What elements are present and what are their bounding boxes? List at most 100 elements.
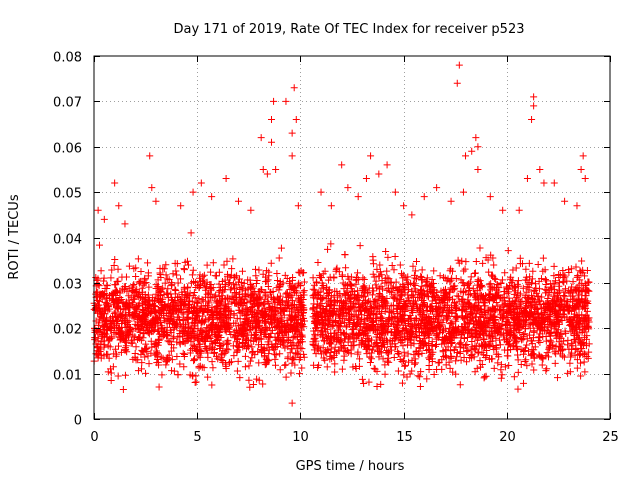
data-point — [565, 269, 573, 277]
data-point — [95, 241, 103, 249]
data-point — [152, 347, 160, 355]
data-point — [400, 316, 408, 324]
plot-frame — [93, 55, 611, 420]
data-point — [264, 357, 272, 365]
data-point — [114, 304, 122, 312]
data-point — [545, 286, 553, 294]
data-point — [584, 316, 592, 324]
data-point — [309, 306, 317, 314]
data-point — [540, 317, 548, 325]
data-point — [102, 330, 110, 338]
data-point — [386, 306, 394, 314]
data-point — [408, 367, 416, 375]
data-point — [526, 331, 534, 339]
data-point — [102, 301, 110, 309]
data-point — [460, 344, 468, 352]
data-point — [407, 341, 415, 349]
data-point — [431, 296, 439, 304]
data-point — [331, 360, 339, 368]
data-point — [127, 327, 135, 335]
data-point — [99, 317, 107, 325]
data-point — [394, 367, 402, 375]
data-point — [447, 197, 455, 205]
data-point — [157, 287, 165, 295]
data-point — [505, 294, 513, 302]
data-point — [387, 288, 395, 296]
data-point — [417, 368, 425, 376]
y-axis-label: ROTI / TECUs — [7, 194, 22, 279]
data-point — [430, 326, 438, 334]
data-point — [234, 343, 242, 351]
data-point — [401, 361, 409, 369]
data-point — [288, 152, 296, 160]
data-point — [344, 282, 352, 290]
data-point — [252, 272, 260, 280]
data-point — [582, 297, 590, 305]
data-point — [262, 278, 270, 286]
data-point — [466, 330, 474, 338]
data-point — [396, 310, 404, 318]
data-point — [473, 364, 481, 372]
data-point — [230, 352, 238, 360]
data-point — [289, 273, 297, 281]
data-point — [196, 353, 204, 361]
data-point — [317, 350, 325, 358]
data-point — [335, 268, 343, 276]
data-point — [362, 175, 370, 183]
data-point — [366, 314, 374, 322]
data-point — [289, 356, 297, 364]
data-point — [246, 326, 254, 334]
data-point — [112, 330, 120, 338]
data-point — [391, 188, 399, 196]
data-point — [192, 283, 200, 291]
data-point — [180, 266, 188, 274]
data-point — [288, 129, 296, 137]
data-point — [141, 290, 149, 298]
data-point — [230, 311, 238, 319]
data-point — [176, 360, 184, 368]
data-point — [355, 330, 363, 338]
data-point — [447, 265, 455, 273]
data-point — [245, 308, 253, 316]
data-point — [450, 346, 458, 354]
data-point — [492, 345, 500, 353]
data-point — [284, 353, 292, 361]
data-point — [227, 330, 235, 338]
data-point — [112, 352, 120, 360]
data-point — [262, 333, 270, 341]
data-point — [121, 346, 129, 354]
data-point — [508, 279, 516, 287]
data-point — [486, 193, 494, 201]
data-point — [426, 282, 434, 290]
data-point — [233, 272, 241, 280]
data-point — [418, 266, 426, 274]
data-point — [468, 337, 476, 345]
data-point — [395, 350, 403, 358]
data-point — [113, 278, 121, 286]
data-point — [314, 258, 322, 266]
data-point — [558, 316, 566, 324]
data-point — [283, 316, 291, 324]
data-point — [208, 308, 216, 316]
data-point — [514, 351, 522, 359]
data-point — [365, 378, 373, 386]
data-point — [576, 350, 584, 358]
data-point — [574, 295, 582, 303]
data-point — [552, 323, 560, 331]
data-point — [253, 323, 261, 331]
data-point — [190, 355, 198, 363]
data-point — [567, 265, 575, 273]
data-point — [217, 334, 225, 342]
data-point — [144, 308, 152, 316]
data-point — [494, 329, 502, 337]
data-point — [531, 304, 539, 312]
data-point — [460, 267, 468, 275]
data-point — [494, 302, 502, 310]
data-point — [234, 357, 242, 365]
data-point — [438, 356, 446, 364]
data-point — [294, 344, 302, 352]
data-point — [434, 305, 442, 313]
data-point — [119, 385, 127, 393]
data-point — [173, 306, 181, 314]
